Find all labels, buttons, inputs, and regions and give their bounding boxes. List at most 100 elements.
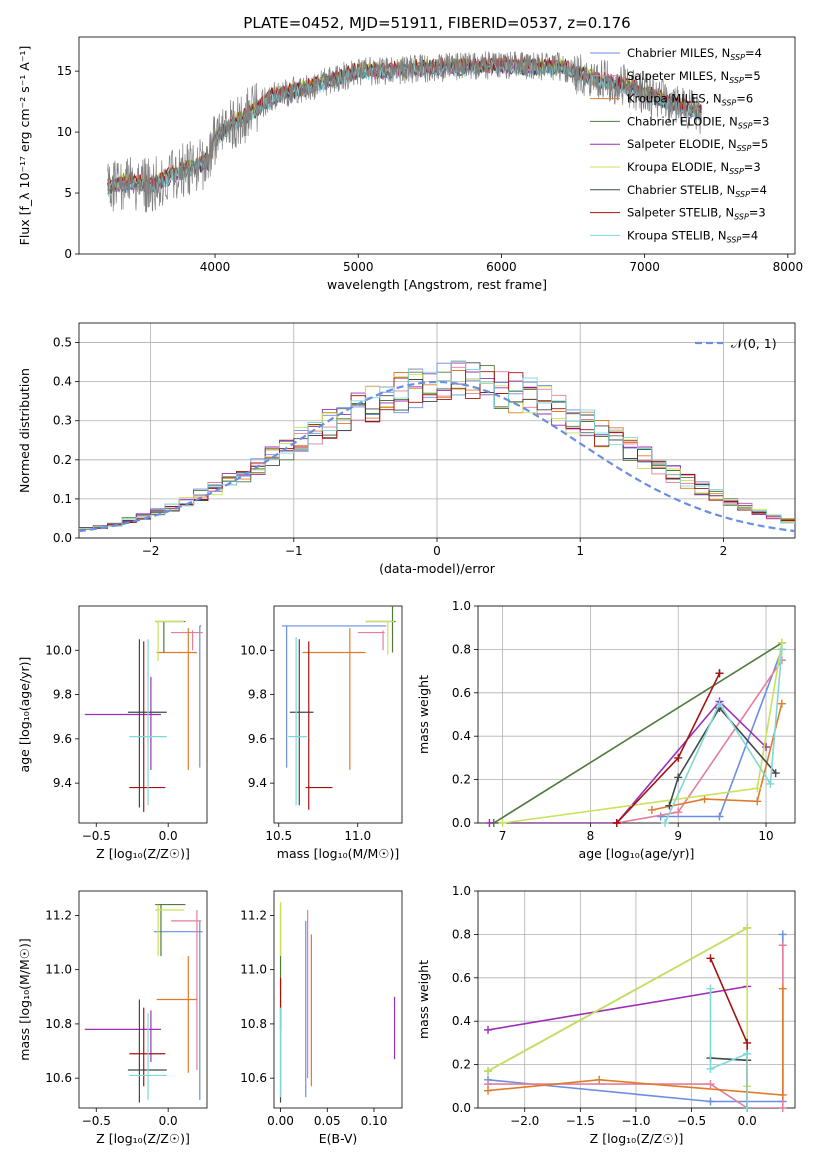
axes-frame — [477, 890, 796, 1109]
x-tick-label: 4000 — [200, 260, 231, 274]
y-tick-label: 0.0 — [452, 1101, 471, 1115]
weight-marker — [647, 805, 656, 814]
x-tick-label: 10 — [758, 829, 773, 843]
error-bar-point — [155, 904, 184, 957]
error-bar-point — [129, 1013, 167, 1100]
weight-line — [664, 649, 783, 823]
y-axis-label: mass [log₁₀(M/M☉)] — [17, 938, 32, 1060]
weight-marker — [706, 1097, 715, 1106]
x-axis-label: (data-model)/error — [379, 561, 496, 576]
y-axis-label: age [log₁₀(age/yr)] — [17, 657, 32, 773]
legend-label: Chabrier STELIB, NSSP=4 — [627, 183, 767, 199]
error-bar-point — [171, 630, 203, 651]
y-axis-label: mass weight — [416, 960, 431, 1039]
x-axis-label: Z [log₁₀(Z/Z☉)] — [590, 1131, 684, 1146]
x-tick-label: 0.0 — [159, 1114, 178, 1128]
error-bar-point — [156, 956, 197, 1073]
legend-item: 𝒩(0, 1) — [695, 336, 777, 351]
y-tick-label: 10.6 — [45, 1071, 72, 1085]
y-axis-label: Flux [f_λ 10⁻¹⁷ erg cm⁻² s⁻¹ A⁻¹] — [17, 46, 32, 246]
weight-marker — [743, 1049, 752, 1058]
weight-marker — [778, 941, 787, 950]
x-axis-label: E(B-V) — [319, 1131, 358, 1146]
x-tick-label: 11.0 — [344, 829, 371, 843]
age-vs-mass-panel: 10.5 11.0 9.4 9.6 9.8 10.0 mass [log₁₀(M/M☉)] — [240, 605, 403, 861]
spectrum-panel: 4000 5000 6000 7000 8000 0 5 10 15 Chabrier MILES… — [17, 36, 804, 292]
legend-label: Chabrier MILES, NSSP=4 — [627, 46, 762, 62]
x-axis-label: mass [log₁₀(M/M☉)] — [277, 846, 399, 861]
x-tick-label: 5000 — [343, 260, 374, 274]
weight-marker — [674, 773, 683, 782]
x-tick-label: 8000 — [773, 260, 804, 274]
error-bar-point — [289, 639, 314, 806]
weight-marker — [778, 1104, 787, 1112]
y-tick-label: 10.8 — [45, 1017, 72, 1031]
x-axis-label: wavelength [Angstrom, rest frame] — [327, 277, 547, 292]
y-tick-label: 0.2 — [452, 773, 471, 787]
weight-marker — [766, 779, 775, 788]
error-bar-point — [288, 637, 308, 806]
y-tick-label: 0.8 — [452, 642, 471, 656]
weight-marker — [485, 819, 494, 827]
error-bar-point — [365, 606, 396, 653]
legend-label: 𝒩(0, 1) — [731, 336, 777, 351]
error-bar-point — [155, 620, 186, 653]
error-bar-point — [199, 625, 202, 768]
x-tick-label: −2 — [142, 544, 160, 558]
axes-frame — [273, 890, 403, 1109]
y-tick-label: 9.4 — [53, 776, 72, 790]
y-tick-label: 9.4 — [248, 776, 267, 790]
y-tick-label: 9.8 — [53, 688, 72, 702]
error-bar-point — [305, 641, 333, 810]
weight-line — [487, 985, 748, 1031]
y-tick-label: 1.0 — [452, 884, 471, 898]
y-axis-label: mass weight — [416, 675, 431, 754]
weight-marker — [612, 819, 621, 827]
axes-frame — [477, 605, 796, 824]
y-tick-label: 10.0 — [45, 643, 72, 657]
age-vs-z-panel: −0.5 0.0 9.4 9.6 9.8 10.0 Z [log₁₀(Z/Z☉)] age [… — [17, 605, 208, 861]
weight-marker — [674, 753, 683, 762]
y-tick-label: 0.3 — [53, 414, 72, 428]
error-bar-point — [365, 620, 395, 655]
y-tick-label: 0.1 — [53, 492, 72, 506]
legend-item: Chabrier STELIB, NSSP=4 — [590, 183, 767, 199]
error-bar-point — [127, 999, 167, 1103]
weight-marker — [484, 1067, 493, 1076]
weight-marker — [706, 1064, 715, 1073]
error-bar-point — [357, 630, 385, 651]
weight-marker — [778, 930, 787, 939]
weight-line — [709, 957, 748, 1108]
axes-frame — [273, 605, 403, 824]
legend-label: Salpeter ELODIE, NSSP=5 — [627, 137, 768, 153]
y-tick-label: 10.8 — [240, 1017, 267, 1031]
x-tick-label: −0.5 — [82, 829, 111, 843]
legend-label: Kroupa STELIB, NSSP=4 — [627, 228, 758, 244]
weight-marker — [743, 1038, 752, 1047]
residual-histogram — [79, 371, 795, 530]
error-bar-point — [153, 920, 203, 1100]
x-tick-label: 0.10 — [361, 1114, 388, 1128]
y-tick-label: 11.2 — [45, 908, 72, 922]
weight-line — [668, 706, 777, 806]
axes-frame — [78, 322, 796, 539]
residuals-panel: −2 −1 0 1 2 0.0 0.1 0.2 0.3 0.4 0.5 𝒩(0, 1) (data-mo… — [17, 322, 796, 576]
weight-marker — [595, 1075, 604, 1084]
x-tick-label: 1 — [576, 544, 584, 558]
x-tick-label: −1.5 — [566, 1114, 595, 1128]
legend-label: Salpeter STELIB, NSSP=3 — [627, 206, 766, 222]
y-tick-label: 9.6 — [248, 732, 267, 746]
weight-marker — [498, 819, 507, 827]
weight-marker — [706, 984, 715, 993]
mass-vs-ebv-panel: 0.00 0.05 0.10 10.6 10.8 11.0 11.2 E(B-V) — [240, 890, 403, 1146]
x-tick-label: 0.00 — [267, 1114, 294, 1128]
x-tick-label: 0.0 — [738, 1114, 757, 1128]
axes-frame — [78, 36, 796, 255]
weight-line — [493, 642, 783, 823]
weight-marker — [777, 645, 786, 654]
y-tick-label: 0.6 — [452, 971, 471, 985]
x-tick-label: −1.0 — [621, 1114, 650, 1128]
y-tick-label: 5 — [64, 186, 72, 200]
weight-marker — [777, 699, 786, 708]
